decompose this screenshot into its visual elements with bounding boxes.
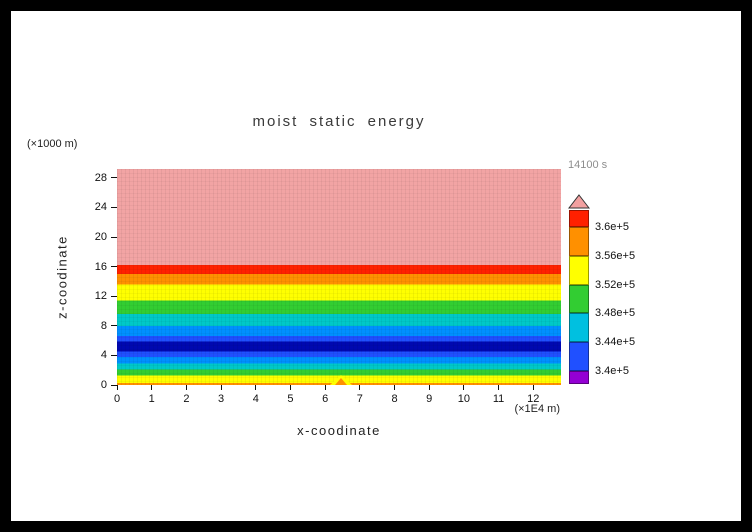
x-tick-mark: [151, 385, 153, 390]
colorbar-segment: [569, 255, 589, 285]
x-tick-label: 8: [391, 393, 398, 405]
x-tick-mark: [498, 385, 500, 390]
plot-area: [117, 169, 561, 385]
colorbar-segment: [569, 227, 589, 256]
x-tick-label: 1: [148, 393, 155, 405]
colorbar-segment: [569, 371, 589, 384]
x-axis-title: x-coodinate: [297, 423, 381, 438]
y-tick-mark: [111, 354, 117, 356]
x-tick-label: 6: [322, 393, 329, 405]
y-tick-label: 8: [100, 319, 107, 332]
y-tick-label: 24: [94, 201, 107, 214]
colorbar-label: 3.52e+5: [595, 278, 636, 291]
surface-anomaly: [334, 378, 347, 385]
x-tick-mark: [463, 385, 465, 390]
y-tick-mark: [111, 325, 117, 327]
y-tick-mark: [111, 295, 117, 297]
grid-mesh: [117, 169, 561, 385]
x-tick-mark: [220, 385, 222, 390]
x-tick-label: 3: [218, 393, 225, 405]
x-tick-mark: [116, 385, 118, 390]
x-axis-unit: (×1E4 m): [514, 403, 560, 415]
x-tick-label: 9: [426, 393, 433, 405]
y-tick-mark: [111, 236, 117, 238]
x-tick-mark: [289, 385, 291, 390]
colorbar-label: 3.56e+5: [595, 249, 636, 262]
x-tick-label: 7: [356, 393, 363, 405]
x-tick-label: 0: [113, 393, 121, 405]
x-tick-mark: [185, 385, 187, 390]
x-tick-mark: [428, 385, 430, 390]
x-tick-mark: [359, 385, 361, 390]
y-axis-title: z-coodinate: [54, 235, 70, 319]
y-tick-mark: [111, 206, 117, 208]
x-tick-mark: [532, 385, 534, 390]
y-tick-label: 16: [94, 260, 107, 273]
y-axis-unit: (×1000 m): [27, 138, 78, 150]
x-tick-mark: [324, 385, 326, 390]
colorbar-segment: [569, 313, 589, 343]
y-tick-mark: [111, 266, 117, 268]
x-tick-label: 4: [252, 393, 259, 405]
page-title: moist static energy: [252, 113, 426, 130]
x-tick-label: 2: [183, 393, 190, 405]
x-tick-label: 11: [492, 393, 505, 405]
x-tick-label: 10: [457, 393, 470, 405]
colorbar-segment: [569, 210, 589, 227]
x-tick-label: 12: [527, 393, 540, 405]
colorbar-segment: [569, 342, 589, 371]
y-tick-label: 28: [94, 171, 107, 184]
y-tick-label: 0: [100, 379, 107, 391]
y-tick-mark: [111, 177, 117, 179]
colorbar-arrow-icon: [568, 194, 590, 209]
y-tick-mark: [111, 384, 117, 386]
colorbar-label: 3.44e+5: [595, 336, 636, 349]
colorbar-arrow-shape: [568, 194, 590, 209]
x-tick-mark: [255, 385, 257, 390]
y-tick-label: 4: [100, 349, 107, 362]
x-tick-label: 5: [287, 393, 294, 405]
timestamp-label: 14100 s: [568, 159, 608, 171]
y-tick-label: 12: [94, 290, 107, 303]
colorbar-segment: [569, 284, 589, 314]
colorbar-label: 3.48e+5: [595, 307, 636, 320]
x-tick-mark: [394, 385, 395, 390]
colorbar-label: 3.6e+5: [595, 221, 629, 233]
colorbar-label: 3.4e+5: [595, 365, 629, 377]
y-tick-label: 20: [94, 231, 107, 244]
